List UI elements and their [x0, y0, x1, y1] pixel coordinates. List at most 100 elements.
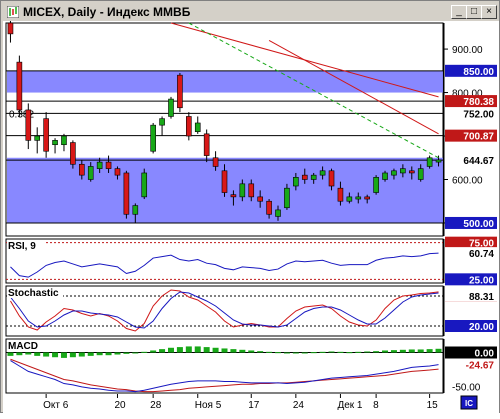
stoch-title-bg: [7, 287, 63, 298]
candle-body-23: [212, 157, 219, 167]
time-axis: Окт 6 20 28 Ноя 5 17 24 Дек 1 8 15 IC: [3, 394, 499, 414]
macd-pane: 0.00-24.67 -50.00 MACD: [5, 338, 497, 394]
candle-body-8: [79, 163, 85, 176]
time-label-7: 8: [373, 400, 379, 411]
chart-area[interactable]: 0.382900.00800.00700.00600.00500.00850.0…: [1, 16, 500, 414]
candle-body-31: [284, 187, 290, 209]
macd-hist-bar-29: [266, 351, 273, 353]
macd-hist-bar-22: [203, 347, 210, 353]
macd-hist-bar-27: [248, 350, 255, 353]
candle-body-17: [159, 118, 165, 126]
macd-hist-bar-5: [52, 352, 59, 358]
time-label-3: Ноя 5: [195, 400, 222, 411]
close-button[interactable]: ×: [481, 5, 497, 19]
price-label-2-box: [445, 107, 497, 120]
price-label-3-box: [445, 129, 497, 142]
price-label-5-box: [445, 216, 497, 229]
macd-hist-bar-23: [212, 347, 219, 353]
candle-body-26: [239, 183, 246, 198]
candle-body-12: [114, 168, 121, 176]
candle-body-42: [382, 172, 388, 180]
rsi-title-bg: [7, 240, 45, 251]
price-tick-label-0: 900.00: [452, 45, 483, 56]
rsi-current-label: 60.74: [469, 249, 494, 260]
candle-body-46: [417, 168, 424, 180]
support-zone-0: [7, 70, 443, 93]
candle-body-45: [408, 170, 415, 174]
macd-main-line: [10, 360, 439, 393]
window-title: MICEX, Daily - Индекс ММВБ: [23, 5, 191, 19]
candle-body-21: [194, 122, 201, 132]
rsi-level-label-1: 25.00: [469, 275, 494, 286]
macd-hist-bar-16: [150, 350, 157, 353]
macd-hist-bar-11: [105, 352, 112, 356]
candle-body-19: [177, 74, 183, 109]
price-label-0-box: [445, 64, 497, 77]
macd-hist-bar-19: [176, 347, 183, 353]
candle-body-48: [435, 159, 442, 163]
candle-body-20: [186, 116, 192, 137]
macd-hist-bar-6: [60, 352, 67, 358]
candle-body-6: [61, 135, 67, 146]
macd-hist-bar-32: [292, 352, 299, 354]
macd-hist-bar-46: [417, 349, 424, 353]
candle-body-35: [319, 170, 326, 176]
maximize-button[interactable]: □: [466, 5, 482, 19]
macd-hist-bar-25: [230, 349, 237, 353]
candle-body-36: [328, 170, 335, 187]
candle-body-41: [373, 177, 379, 193]
macd-hist-bar-8: [78, 352, 85, 357]
candle-body-25: [230, 194, 237, 198]
candle-body-44: [400, 168, 406, 174]
candle-body-4: [43, 118, 49, 152]
chart-settings-icon: [460, 395, 478, 410]
price-pane: 0.382900.00800.00700.00600.00500.00850.0…: [5, 16, 497, 237]
stoch-signal-line: [10, 291, 439, 329]
candle-body-5: [52, 140, 58, 146]
macd-hist-bar-20: [185, 346, 192, 353]
candle-body-30: [275, 209, 281, 217]
macd-hist-bar-43: [390, 350, 397, 353]
time-axis-bg: [3, 394, 499, 414]
candle-body-9: [87, 166, 94, 180]
chart-canvas[interactable]: 0.382900.00800.00700.00600.00500.00850.0…: [1, 16, 500, 414]
macd-hist-bar-7: [69, 352, 76, 358]
macd-hist-bar-48: [435, 348, 442, 353]
rsi-title: RSI, 9: [8, 241, 36, 252]
macd-pane-frame: [5, 338, 444, 394]
macd-title-bg: [7, 340, 39, 351]
macd-tick-label: -50.00: [452, 382, 481, 393]
rsi-pane-frame: [5, 238, 444, 284]
time-label-4: 17: [248, 400, 260, 411]
candle-body-3: [34, 135, 41, 141]
rsi-pane: 75.00 25.00 60.74 RSI, 9: [5, 236, 497, 286]
macd-hist-bar-30: [275, 352, 282, 354]
time-label-5: 24: [293, 400, 305, 411]
candle-body-22: [203, 133, 210, 156]
candle-body-7: [70, 142, 76, 165]
chart-app-icon: [7, 6, 19, 18]
candle-body-13: [123, 172, 130, 215]
candle-body-29: [266, 200, 272, 215]
macd-hist-bar-9: [87, 352, 94, 356]
macd-current-label: -24.67: [466, 361, 495, 372]
macd-hist-bar-38: [346, 352, 353, 354]
macd-hist-bar-18: [167, 347, 174, 353]
candle-body-28: [257, 196, 263, 202]
macd-hist-bar-26: [239, 349, 246, 353]
macd-hist-bar-21: [194, 346, 201, 353]
candle-body-16: [150, 124, 156, 152]
trendline-1: [268, 39, 439, 135]
candle-body-33: [301, 174, 308, 180]
price-label-3: 700.87: [463, 132, 494, 143]
macd-hist-bar-17: [159, 349, 166, 353]
price-label-4: 644.67: [463, 156, 494, 167]
candle-body-1: [16, 61, 23, 111]
rsi-level-label-0-box: [445, 236, 497, 249]
minimize-button[interactable]: _: [451, 5, 467, 19]
macd-current-label-box: [445, 358, 497, 371]
title-bar[interactable]: MICEX, Daily - Индекс ММВБ _ □ ×: [3, 3, 497, 21]
chart-settings-icon-label: IC: [465, 399, 473, 408]
